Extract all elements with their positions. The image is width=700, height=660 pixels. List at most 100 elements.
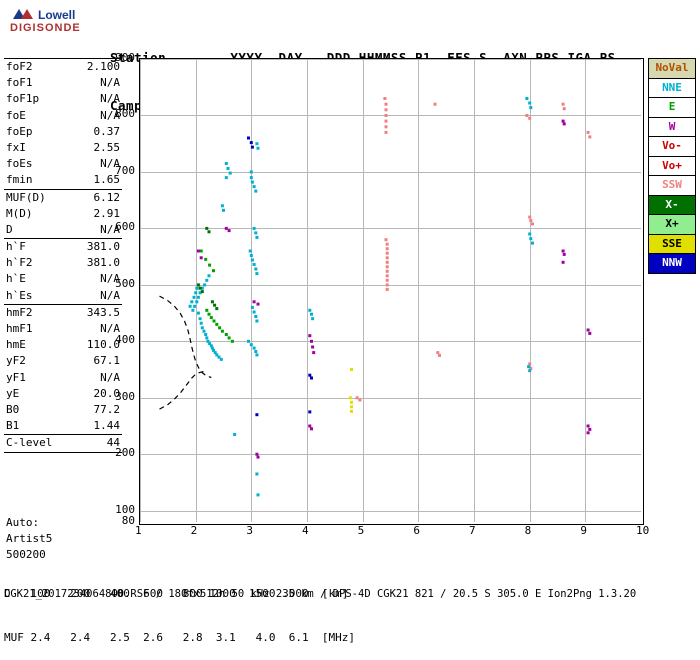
data-point [248,249,252,253]
data-point [196,311,200,315]
param-row: foF1p N/A [4,91,122,107]
data-point [252,300,256,304]
ionogram-plot[interactable] [139,58,644,525]
y-tick-label: 600 [115,220,135,234]
data-point [529,106,533,110]
data-point [213,351,217,355]
legend-item-x-[interactable]: X- [648,194,696,214]
param-value: 381.0 [86,256,120,270]
data-point [219,357,223,361]
legend-item-e[interactable]: E [648,97,696,117]
data-point [528,101,532,105]
legend-item-x-[interactable]: X+ [648,214,696,234]
data-point [210,346,214,350]
data-point [385,278,389,282]
param-row: B0 77.2 [4,402,122,418]
param-value: 77.2 [93,402,121,416]
data-point [527,365,531,369]
data-point [213,303,217,307]
y-tick-label: 500 [115,276,135,290]
data-point [209,344,213,348]
data-point [256,146,260,150]
data-point [207,312,211,316]
data-point [561,249,565,253]
legend-item-sse[interactable]: SSE [648,233,696,253]
data-point [252,263,256,266]
data-point [310,376,313,380]
x-tick-label: 9 [580,524,587,537]
data-point [222,208,225,212]
data-point [196,249,200,253]
param-divider [4,188,122,190]
auto-block: Auto: Artist5 500200 [6,515,52,563]
data-point [200,326,204,330]
legend-item-vo-[interactable]: Vo- [648,136,696,156]
y-tick-label: 900 [115,51,135,64]
data-point [531,241,534,245]
data-point [350,368,353,371]
data-point [586,424,590,428]
polarization-legend[interactable]: NoVal NNE E W Vo- Vo+ SSW X- X+ SSE NNW [648,58,696,274]
series-W-magenta [196,119,592,459]
data-point [215,322,219,326]
data-point [255,472,259,476]
param-row: M(D) 2.91 [4,206,122,222]
x-tick-label: 7 [469,524,476,537]
param-value: N/A [100,288,120,302]
data-point [255,413,259,417]
param-name: fmin [6,173,33,187]
y-tick-label: 700 [115,163,135,177]
param-value: 381.0 [86,240,120,254]
data-point [224,333,228,336]
data-point [199,249,203,253]
x-tick-label: 5 [357,524,365,537]
param-name: hmE [6,338,26,352]
data-point [308,410,312,414]
legend-item-ssw[interactable]: SSW [648,175,696,195]
param-value: 110.0 [86,338,120,352]
series-SSE-yellow [348,368,353,413]
data-point [220,329,224,333]
data-point [256,455,260,459]
param-divider [4,238,122,240]
legend-item-nnw[interactable]: NNW [648,253,696,274]
data-point [254,267,258,271]
data-point [433,102,437,106]
data-point [249,254,253,257]
data-point [254,350,258,353]
param-value: 44 [106,436,120,450]
param-value: 67.1 [93,354,121,368]
x-axis-tick-labels: 1 2 3 4 5 6 7 8 9 10 [135,524,649,540]
y-tick-label: 200 [115,446,135,460]
param-name: foE [6,108,26,122]
param-value: 6.12 [93,190,121,204]
data-point [249,170,253,174]
x-tick-label: 8 [524,524,532,537]
data-point [588,135,592,139]
param-row: hmF2 343.5 [4,305,122,321]
data-point [250,305,254,309]
param-row: foF2 2.100 [4,59,122,75]
param-row: fmin 1.65 [4,172,122,188]
data-point [212,348,215,352]
data-point [226,167,230,170]
data-point [249,141,253,145]
data-point [385,269,389,273]
data-point [525,114,529,117]
data-point [385,287,389,291]
param-name: h`F2 [6,256,33,270]
legend-item-noval[interactable]: NoVal [648,58,696,78]
data-point [193,304,197,308]
param-name: B0 [6,402,20,416]
data-point [254,315,258,318]
param-name: B1 [6,419,20,433]
legend-item-vo-[interactable]: Vo+ [648,155,696,175]
legend-item-w[interactable]: W [648,116,696,136]
param-value: N/A [100,157,120,171]
param-value: N/A [100,272,120,286]
legend-item-nne[interactable]: NNE [648,77,696,97]
data-point [205,278,209,282]
data-point [384,114,388,117]
data-point [385,242,389,246]
data-point [228,171,232,175]
